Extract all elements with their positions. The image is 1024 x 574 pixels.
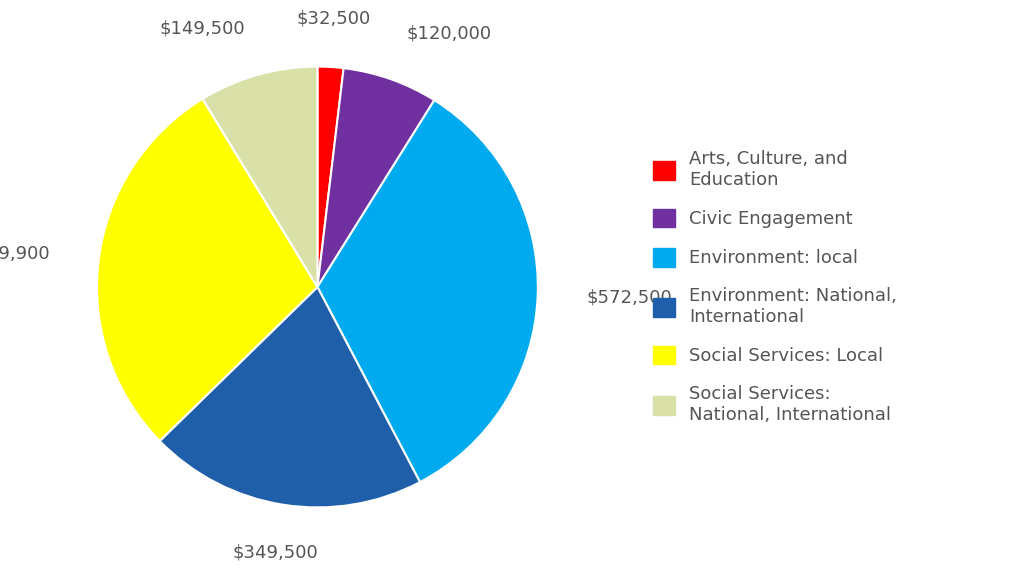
Wedge shape: [160, 287, 420, 507]
Text: $349,500: $349,500: [232, 544, 318, 561]
Wedge shape: [317, 68, 434, 287]
Text: $120,000: $120,000: [407, 25, 492, 42]
Wedge shape: [97, 99, 317, 441]
Wedge shape: [203, 67, 317, 287]
Text: $32,500: $32,500: [296, 10, 371, 28]
Wedge shape: [317, 100, 538, 482]
Text: $149,500: $149,500: [159, 19, 245, 37]
Legend: Arts, Culture, and
Education, Civic Engagement, Environment: local, Environment:: Arts, Culture, and Education, Civic Enga…: [644, 141, 906, 433]
Wedge shape: [317, 67, 344, 287]
Text: $489,900: $489,900: [0, 245, 50, 262]
Text: $572,500: $572,500: [586, 288, 672, 306]
